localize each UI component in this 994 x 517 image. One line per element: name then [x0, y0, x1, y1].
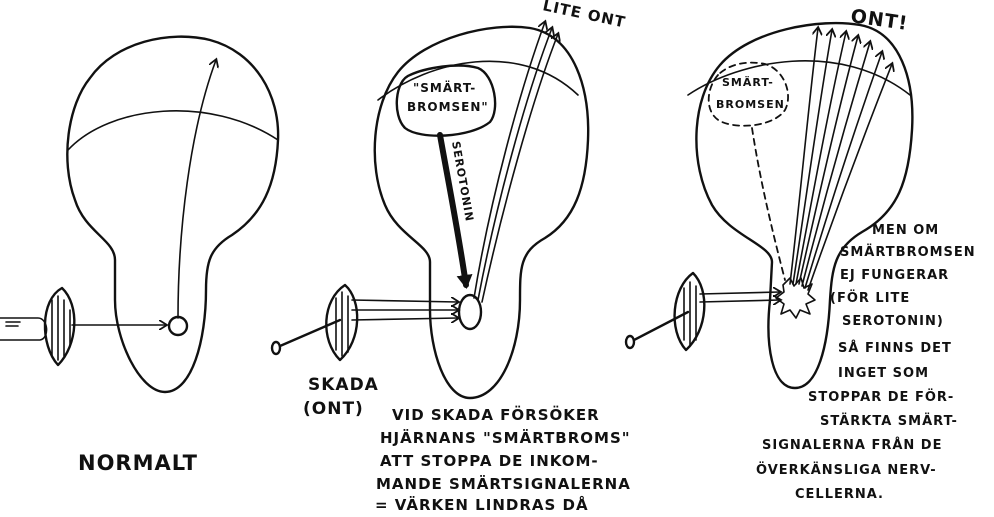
explanation-brake-line: VID SKADA FÖRSÖKER [392, 405, 600, 424]
explanation-failed-line: ÖVERKÄNSLIGA NERV- [756, 462, 937, 478]
explanation-failed-line: SÅ FINNS DET [838, 340, 952, 356]
explanation-failed-line: EJ FUNGERAR [840, 268, 949, 283]
brake-label-dashed-line2: BROMSEN [716, 98, 785, 111]
brain-outline-normal [66, 35, 280, 394]
injury-label-line1: SKADA [308, 375, 379, 395]
nail-icon-failed [624, 310, 690, 350]
nerve-ending-normal [43, 286, 76, 367]
brake-label-line1: "SMÄRT- [413, 80, 476, 95]
pain-label-failed: ONT! [849, 5, 909, 35]
injury-label-line2: (ONT) [303, 399, 364, 419]
brain-outline-failed [695, 21, 914, 390]
nerve-fibers-normal [51, 295, 71, 361]
cortex-line-failed [687, 60, 911, 96]
explanation-failed-line: INGET SOM [838, 366, 929, 381]
ascending-signals-failed [789, 28, 892, 291]
nerve-fibers-brake [335, 291, 349, 357]
incoming-signals-brake [351, 300, 458, 320]
cortex-line-normal [67, 110, 279, 151]
serotonin-arrow [437, 132, 473, 289]
nail-icon [270, 318, 342, 356]
explanation-failed-line: STÄRKTA SMÄRT- [820, 413, 958, 429]
ascending-signal-normal [177, 60, 216, 319]
finger-nail-icon [5, 321, 21, 327]
caption-normal: NORMALT [78, 451, 198, 475]
spinal-junction-normal [167, 315, 189, 337]
explanation-failed-line: (FÖR LITE [830, 290, 910, 306]
panel-failed: SMÄRT- BROMSEN ONT! MEN OM SMÄRTB [624, 5, 976, 502]
nerve-ending-brake [325, 283, 359, 362]
explanation-failed-line: SIGNALERNA FRÅN DE [762, 437, 942, 453]
pain-brake-blob-dashed [707, 61, 789, 127]
explanation-brake: VID SKADA FÖRSÖKER HJÄRNANS "SMÄRTBROMS"… [375, 405, 631, 514]
ascending-signals-brake [473, 22, 558, 303]
explanation-failed-line: SMÄRTBROMSEN [840, 244, 976, 260]
brain-outline-brake [373, 25, 590, 400]
brake-label-line2: BROMSEN" [407, 100, 489, 114]
explanation-brake-line: MANDE SMÄRTSIGNALERNA [376, 474, 631, 493]
brake-label-dashed-line1: SMÄRT- [722, 75, 774, 89]
explanation-brake-line: HJÄRNANS "SMÄRTBROMS" [380, 428, 631, 447]
explanation-brake-line: ATT STOPPA DE INKOM- [380, 452, 599, 470]
explanation-failed-line: MEN OM [872, 223, 939, 238]
explanation-failed-line: STOPPAR DE FÖR- [808, 389, 954, 405]
pain-label-brake: LITE ONT [541, 0, 627, 31]
serotonin-dashed-path [751, 127, 786, 281]
hand-icon [0, 317, 48, 341]
explanation-failed-line: SEROTONIN) [842, 314, 944, 329]
explanation-failed: MEN OM SMÄRTBROMSEN EJ FUNGERAR (FÖR LIT… [756, 223, 976, 502]
panel-brake: "SMÄRT- BROMSEN" SEROTONIN LITE ONT SKAD… [270, 0, 631, 514]
incoming-signals-failed [699, 292, 780, 302]
panel-normal: NORMALT [0, 35, 280, 475]
explanation-failed-line: CELLERNA. [795, 487, 884, 502]
pain-brake-blob [395, 64, 497, 137]
explanation-brake-line: = VÄRKEN LINDRAS DÅ [375, 495, 589, 514]
